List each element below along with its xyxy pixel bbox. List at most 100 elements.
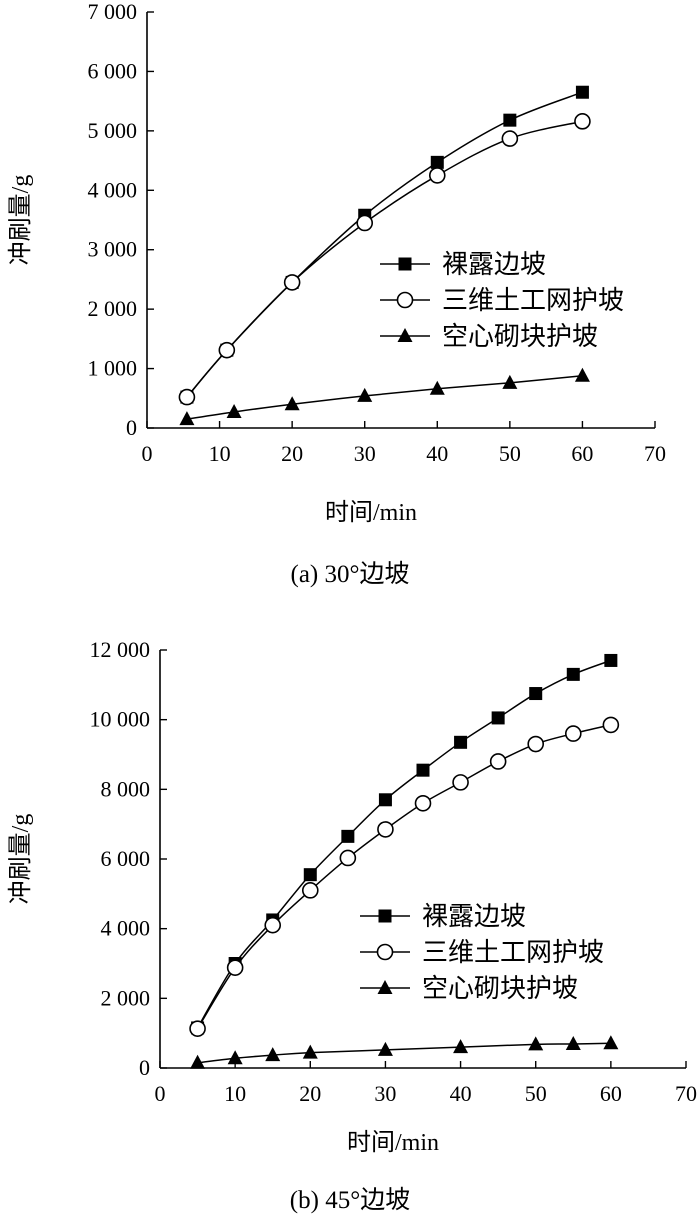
x-tick-label: 20 [281,441,303,466]
x-tick-label: 30 [374,1081,396,1106]
data-point [284,396,300,411]
data-point [528,1036,544,1051]
legend-label: 空心砌块护坡 [422,974,578,1003]
data-point [565,1035,581,1050]
data-point [566,667,580,681]
data-point [377,821,394,838]
data-point [377,1041,393,1056]
data-point [604,653,618,667]
data-point [602,716,620,734]
data-point [264,916,282,934]
data-point [378,793,392,807]
y-tick-label: 4 000 [101,916,151,941]
y-tick-label: 1 000 [88,356,138,381]
data-point [454,735,468,749]
legend-marker [397,328,413,342]
x-tick-label: 70 [675,1081,697,1106]
y-tick-label: 0 [126,415,137,440]
x-tick-label: 70 [644,441,666,466]
data-point [501,130,519,147]
data-point [502,374,518,389]
data-point [430,155,444,169]
x-tick-label: 10 [209,441,231,466]
data-point [527,735,545,753]
data-point [303,868,317,882]
data-point [491,711,505,725]
legend-label: 裸露边坡 [442,250,546,279]
series-line [186,91,583,398]
data-point [179,411,195,426]
legend-label: 空心砌块护坡 [442,322,598,351]
data-point [218,341,236,359]
y-tick-label: 12 000 [90,637,151,662]
data-point [429,380,445,395]
chart-b-45-degree-slope: 0 2 000 4 000 6 000 8 000 10 000 12 000 0 10 20 30… [7,637,697,1214]
data-point [356,214,374,232]
data-point [574,113,591,130]
y-tick-label: 6 000 [101,846,151,871]
x-axis-title: 时间/min [325,499,417,526]
x-tick-label: 50 [525,1081,547,1106]
x-tick-label: 60 [600,1081,622,1106]
y-axis-title: 冲刷量/g [7,814,34,905]
series-line [196,659,612,1029]
legend-label: 三维土工网护坡 [442,286,624,315]
data-point [489,753,507,770]
series-line [197,1042,611,1064]
data-point [574,367,590,382]
data-point [178,388,196,406]
data-point [227,1050,243,1065]
data-point [603,1035,619,1050]
data-point [452,774,469,791]
y-tick-label: 5 000 [88,118,138,143]
x-tick-label: 0 [155,1081,166,1106]
data-point [575,85,589,99]
data-point [339,849,357,867]
x-tick-label: 40 [426,441,448,466]
legend-marker [376,943,394,961]
data-point [226,403,242,418]
x-tick-label: 30 [354,441,376,466]
series-circle-open [178,113,591,406]
data-point [301,882,319,899]
data-point [453,1039,469,1054]
data-point [416,763,430,777]
data-point [357,387,373,402]
data-point [428,167,446,184]
x-axis-title: 时间/min [347,1129,439,1156]
series-triangle-filled [190,1035,619,1069]
legend-label: 裸露边坡 [422,902,526,931]
chart-a-30-degree-slope: 0 1 000 2 000 3 000 4 000 5 000 6 000 7 000 0 10 2… [7,0,666,588]
legend-marker [398,257,412,271]
data-point [341,829,355,843]
y-tick-label: 6 000 [88,58,138,83]
chart-caption: (b) 45°边坡 [290,1186,410,1214]
data-point [283,274,301,291]
legend-label: 三维土工网护坡 [422,938,604,967]
x-tick-label: 40 [450,1081,472,1106]
data-point [226,959,244,976]
legend-marker [377,980,393,994]
series-line [186,374,583,420]
y-tick-label: 7 000 [88,0,138,24]
y-tick-label: 4 000 [88,177,138,202]
y-tick-label: 3 000 [88,237,138,262]
legend-marker [378,909,392,923]
series-triangle-filled [179,367,590,426]
y-tick-label: 2 000 [101,985,151,1010]
data-point [503,113,517,127]
legend-marker [396,291,414,309]
y-tick-label: 8 000 [101,776,151,801]
x-tick-label: 50 [499,441,521,466]
x-tick-label: 60 [571,441,593,466]
data-point [189,1020,206,1037]
data-point [302,1044,318,1059]
y-tick-label: 0 [139,1055,150,1080]
data-point [529,687,543,701]
y-axis-title: 冲刷量/g [7,175,34,266]
data-point [414,794,432,812]
y-tick-label: 2 000 [88,296,138,321]
